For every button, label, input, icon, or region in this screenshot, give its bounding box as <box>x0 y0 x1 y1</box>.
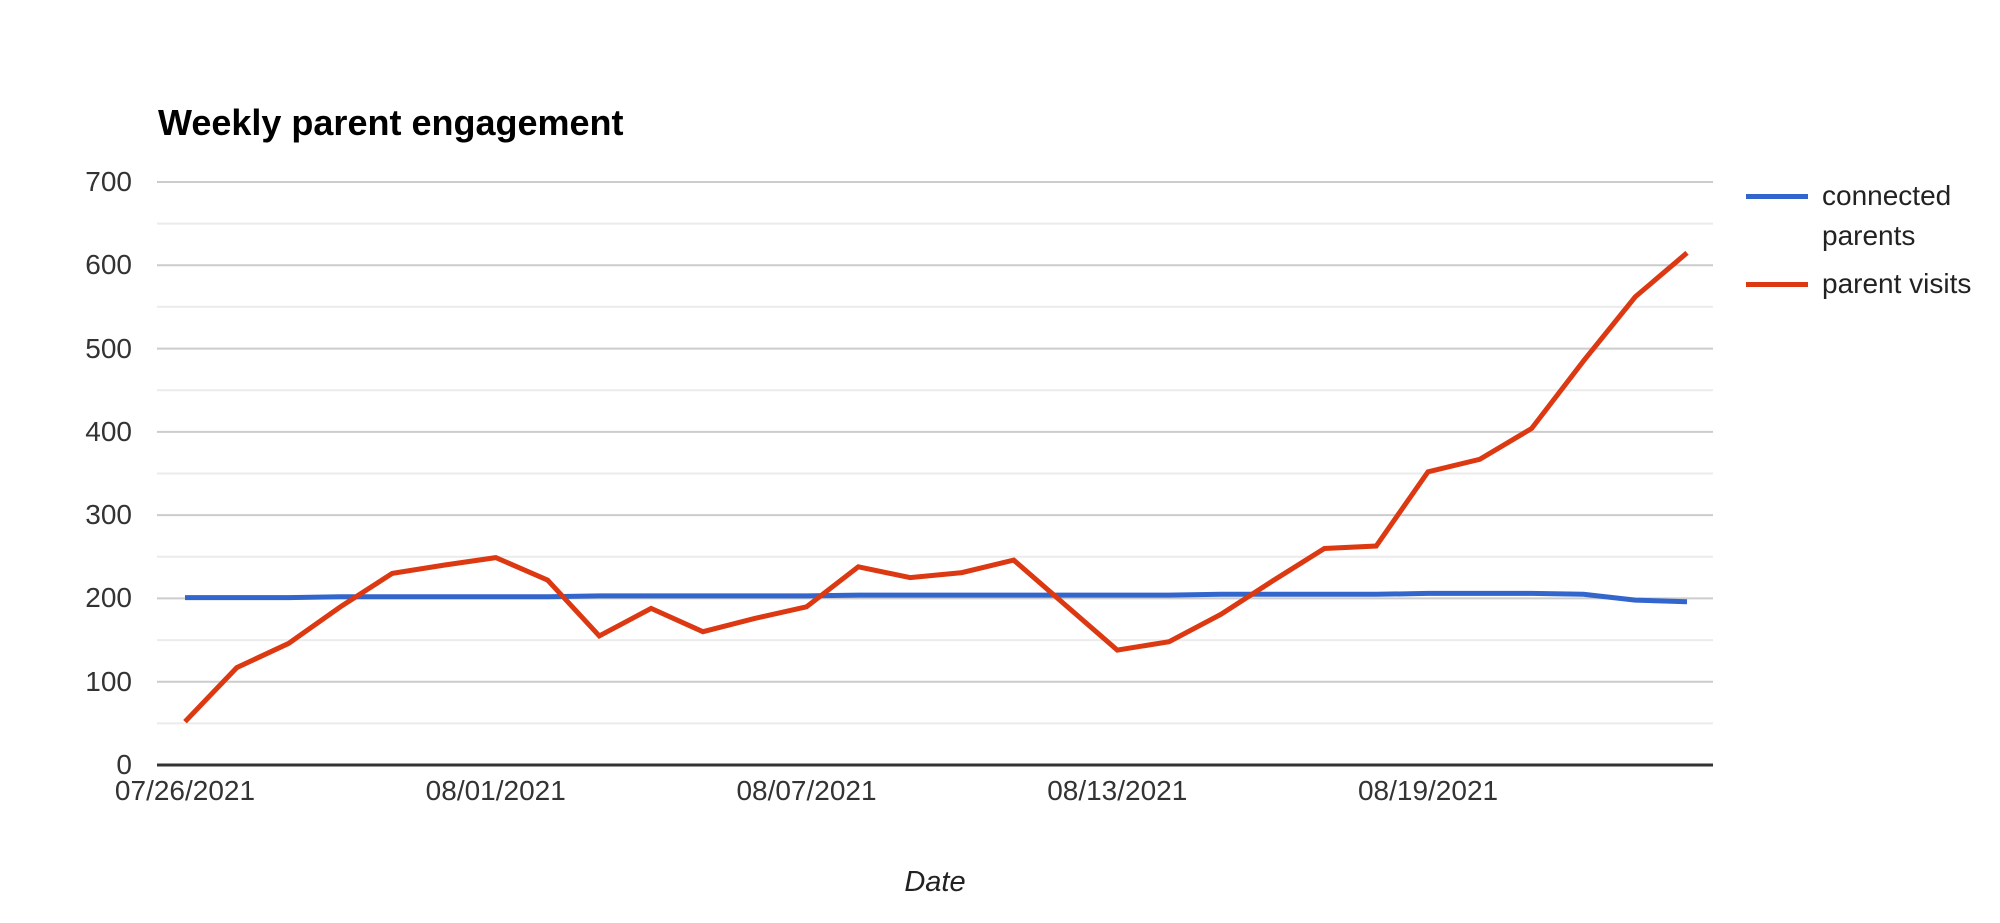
legend-item-parent-visits: parent visits <box>1746 264 1998 304</box>
y-axis-tick-label-0: 0 <box>116 749 132 780</box>
x-axis-tick-label-08-13-2021: 08/13/2021 <box>1047 775 1188 806</box>
x-axis-tick-label-08-19-2021: 08/19/2021 <box>1357 775 1499 806</box>
x-axis-tick-label-08-07-2021: 08/07/2021 <box>736 775 877 806</box>
legend-label-parent-visits: parent visits <box>1822 268 1972 299</box>
legend-line-swatch-connected-parents <box>1746 194 1808 199</box>
chart-title: Weekly parent engagement <box>158 102 624 143</box>
y-axis-tick-label-200: 200 <box>85 582 132 614</box>
x-axis-title: Date <box>904 866 966 898</box>
series-line-parent-visits <box>183 250 1689 724</box>
series-line-connected-parents <box>185 590 1688 605</box>
legend-item-connected-parents: connected parents <box>1746 176 1998 256</box>
y-axis-tick-label-300: 300 <box>85 499 132 531</box>
x-axis-tick-label-07-26-2021: 07/26/2021 <box>114 775 256 806</box>
legend-label-connected-parents: connected parents <box>1822 180 1952 251</box>
y-axis-tick-label-500: 500 <box>85 332 132 364</box>
y-axis-tick-label-700: 700 <box>85 166 132 197</box>
y-axis-tick-label-600: 600 <box>85 249 132 281</box>
y-axis-tick-label-400: 400 <box>85 415 132 447</box>
legend: connected parents parent visits <box>1746 176 1998 312</box>
x-axis-tick-label-08-01-2021: 08/01/2021 <box>425 775 566 806</box>
legend-line-swatch-parent-visits <box>1746 282 1808 287</box>
y-axis-tick-label-100: 100 <box>85 665 132 697</box>
